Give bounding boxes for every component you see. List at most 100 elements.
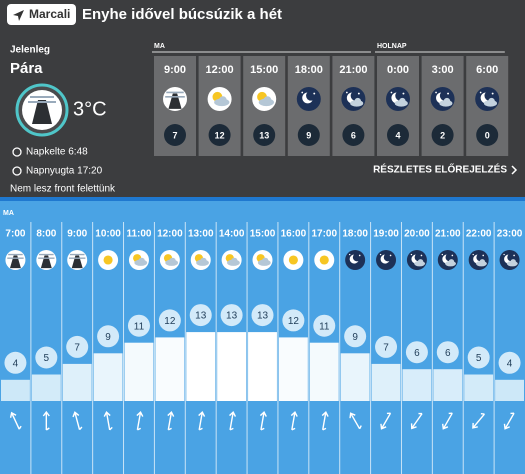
sunrise-icon <box>12 147 22 157</box>
hour-time: 7:00 <box>5 229 25 240</box>
hour-time: 9:00 <box>67 229 87 240</box>
forecast-time: 3:00 <box>432 64 454 76</box>
moon-shadow <box>383 253 392 262</box>
temp-badge <box>66 335 89 358</box>
weather-icon <box>67 250 88 270</box>
forecast-time: 9:00 <box>164 64 186 76</box>
temp-bar <box>464 374 494 401</box>
wind-arrow <box>259 410 267 431</box>
cloud <box>399 97 406 105</box>
wind-arrow-shape <box>42 410 50 431</box>
detail-link-arrow[interactable] <box>511 165 518 175</box>
wind-arrow-shape <box>167 410 175 431</box>
temp-bar <box>186 332 216 401</box>
temp-badge <box>97 325 120 348</box>
forecast-time: 6:00 <box>476 64 498 76</box>
sunset-icon <box>12 166 22 176</box>
hour-time: 13:00 <box>188 229 214 240</box>
wind-arrow-shape <box>136 410 144 431</box>
wind-arrow <box>503 412 515 430</box>
front-info: Nem lesz front felettünk <box>10 184 116 195</box>
temp-bar <box>217 332 247 401</box>
hour-time: 21:00 <box>435 229 461 240</box>
hour-temp: 13 <box>195 311 207 322</box>
hour-temp: 5 <box>44 353 50 364</box>
wind-arrow-shape <box>349 412 362 430</box>
road <box>168 93 182 109</box>
weather-icon <box>345 250 366 270</box>
weather-icon <box>314 250 335 270</box>
temp-bar <box>371 363 401 401</box>
current-icon <box>15 83 69 137</box>
temp-bar <box>402 369 432 401</box>
wind-arrow-shape <box>259 410 267 431</box>
hour-time: 14:00 <box>219 229 245 240</box>
weather-icon <box>128 250 149 270</box>
wind-arrow <box>167 410 175 431</box>
road <box>32 100 52 124</box>
temp-badge <box>35 346 58 369</box>
current-condition: Pára <box>10 60 43 77</box>
wind-arrow <box>442 412 453 430</box>
temp-badge <box>342 124 365 146</box>
temp-bar <box>124 342 154 401</box>
road <box>9 255 21 269</box>
star <box>472 253 474 256</box>
wind-arrow <box>42 410 50 431</box>
star <box>345 91 348 94</box>
temp-badge <box>405 341 428 364</box>
section-label: MA <box>154 43 165 50</box>
current-temperature: 3°C <box>73 98 107 120</box>
fog-lines <box>69 253 86 259</box>
forecast-time: 18:00 <box>295 64 323 76</box>
hour-temp: 4 <box>13 358 19 369</box>
forecast-time: 0:00 <box>387 64 409 76</box>
sun-icon <box>12 166 22 176</box>
location-label[interactable]: Marcali <box>29 7 70 21</box>
wind-arrow-shape <box>472 413 485 429</box>
detail-link-label[interactable]: RÉSZLETES ELŐREJELZÉS <box>373 163 507 176</box>
star <box>358 254 361 257</box>
wind-arrow <box>9 411 22 430</box>
cloud <box>354 97 362 105</box>
weather-icon <box>406 250 427 270</box>
hourly-top-border <box>0 197 525 201</box>
location-button[interactable]: Marcali <box>7 4 76 25</box>
cloud <box>169 257 176 265</box>
detail-link[interactable]: RÉSZLETES ELŐREJELZÉS <box>373 163 518 176</box>
forecast-temp: 12 <box>215 130 225 140</box>
temp-badge <box>313 314 336 337</box>
hour-temp: 12 <box>164 316 176 327</box>
wind-arrow-shape <box>103 410 113 431</box>
star <box>491 92 494 95</box>
star <box>441 253 444 256</box>
fog-lines <box>165 91 185 98</box>
temp-badge <box>282 309 305 332</box>
temp-badge <box>476 124 499 146</box>
hour-time: 12:00 <box>157 229 183 240</box>
wind-arrow <box>410 412 423 430</box>
location-icon[interactable] <box>13 10 24 21</box>
cloud <box>200 257 207 265</box>
hour-time: 8:00 <box>36 229 56 240</box>
temp-badge <box>164 124 186 146</box>
road <box>71 255 83 269</box>
hour-time: 20:00 <box>404 229 430 240</box>
location-button-bg[interactable] <box>7 4 76 25</box>
temp-bar <box>248 332 277 401</box>
star <box>451 254 454 257</box>
weather-icon <box>190 250 211 270</box>
temp-bar <box>278 337 308 401</box>
temp-bar <box>433 369 463 401</box>
hour-temp: 7 <box>74 343 80 354</box>
hour-temp: 11 <box>134 321 145 332</box>
weather-icon <box>36 250 57 270</box>
forecast-temp: 7 <box>172 130 177 140</box>
star <box>410 253 413 256</box>
forecast-time: 12:00 <box>206 64 234 76</box>
temp-bar <box>62 363 92 401</box>
hour-temp: 13 <box>226 311 238 322</box>
wind-arrow <box>136 410 144 431</box>
temp-bar <box>309 342 339 401</box>
